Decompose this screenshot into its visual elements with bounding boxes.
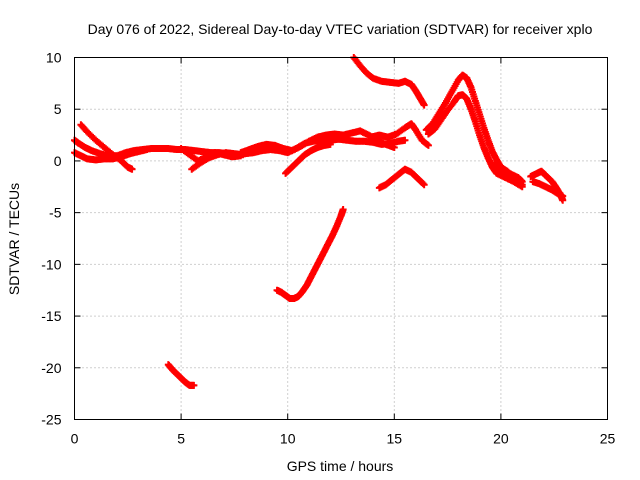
plot-frame: [74, 57, 608, 420]
y-tick-label: 5: [54, 101, 62, 117]
series-arc-14: [424, 91, 526, 191]
series-arc-6: [237, 127, 398, 157]
data-point: [143, 146, 151, 154]
series-arc-8: [367, 120, 432, 149]
x-tick-label: 15: [387, 431, 403, 447]
y-tick-label: -20: [41, 360, 61, 376]
data-point: [401, 136, 409, 144]
y-tick-label: 0: [54, 153, 62, 169]
data-point: [128, 165, 136, 173]
data-point: [420, 101, 428, 109]
series-arc-7: [282, 140, 334, 177]
x-tick-label: 25: [600, 431, 616, 447]
y-tick-label: -5: [49, 205, 62, 221]
series-arc-15: [488, 160, 526, 186]
data-point: [518, 178, 526, 186]
x-axis-label: GPS time / hours: [287, 458, 394, 474]
data-point: [419, 180, 427, 188]
data-point: [326, 140, 334, 148]
x-tick-label: 10: [280, 431, 296, 447]
data-point: [420, 181, 428, 189]
data-point: [424, 141, 432, 149]
y-tick-label: -10: [41, 256, 61, 272]
data-marks: [71, 54, 567, 389]
series-arc-10: [273, 206, 347, 302]
series-arc-17: [529, 178, 567, 200]
y-tick-label: -15: [41, 308, 61, 324]
y-axis-label: SDTVAR / TECUs: [6, 183, 22, 295]
x-tick-label: 0: [71, 431, 79, 447]
series-arc-11: [375, 165, 428, 192]
data-point: [390, 143, 398, 151]
y-tick-label: 10: [46, 50, 62, 66]
labels: Day 076 of 2022, Sidereal Day-to-day VTE…: [6, 21, 593, 474]
series-arc-3: [77, 121, 136, 173]
y-tick-label: -25: [41, 412, 61, 428]
grid: [74, 57, 608, 420]
data-point: [559, 192, 567, 200]
chart-title: Day 076 of 2022, Sidereal Day-to-day VTE…: [88, 21, 593, 37]
x-tick-label: 5: [177, 431, 185, 447]
series-arc-9: [164, 361, 198, 389]
data-point: [339, 206, 347, 214]
data-point: [190, 381, 198, 389]
x-tick-label: 20: [493, 431, 509, 447]
series-arc-12: [350, 54, 428, 109]
series-arc-5: [188, 149, 247, 173]
